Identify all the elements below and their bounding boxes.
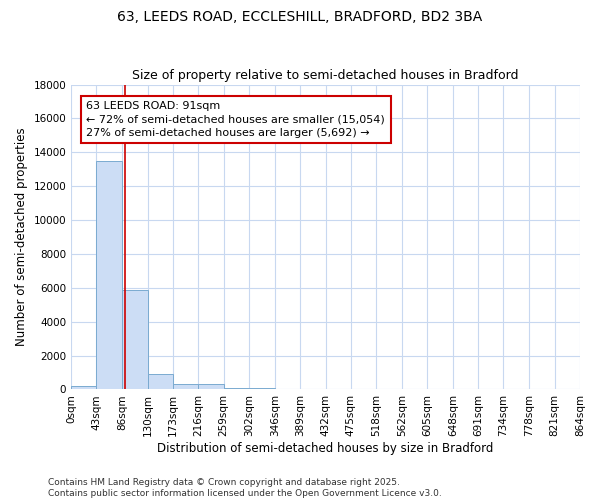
Bar bbox=[224, 388, 249, 390]
Bar bbox=[173, 384, 199, 390]
Bar bbox=[249, 388, 275, 390]
X-axis label: Distribution of semi-detached houses by size in Bradford: Distribution of semi-detached houses by … bbox=[157, 442, 494, 455]
Bar bbox=[199, 384, 224, 390]
Text: 63 LEEDS ROAD: 91sqm
← 72% of semi-detached houses are smaller (15,054)
27% of s: 63 LEEDS ROAD: 91sqm ← 72% of semi-detac… bbox=[86, 102, 385, 138]
Bar bbox=[122, 290, 148, 390]
Bar bbox=[71, 386, 97, 390]
Text: 63, LEEDS ROAD, ECCLESHILL, BRADFORD, BD2 3BA: 63, LEEDS ROAD, ECCLESHILL, BRADFORD, BD… bbox=[118, 10, 482, 24]
Title: Size of property relative to semi-detached houses in Bradford: Size of property relative to semi-detach… bbox=[133, 69, 519, 82]
Y-axis label: Number of semi-detached properties: Number of semi-detached properties bbox=[15, 128, 28, 346]
Text: Contains HM Land Registry data © Crown copyright and database right 2025.
Contai: Contains HM Land Registry data © Crown c… bbox=[48, 478, 442, 498]
Bar bbox=[97, 161, 122, 390]
Bar bbox=[148, 374, 173, 390]
